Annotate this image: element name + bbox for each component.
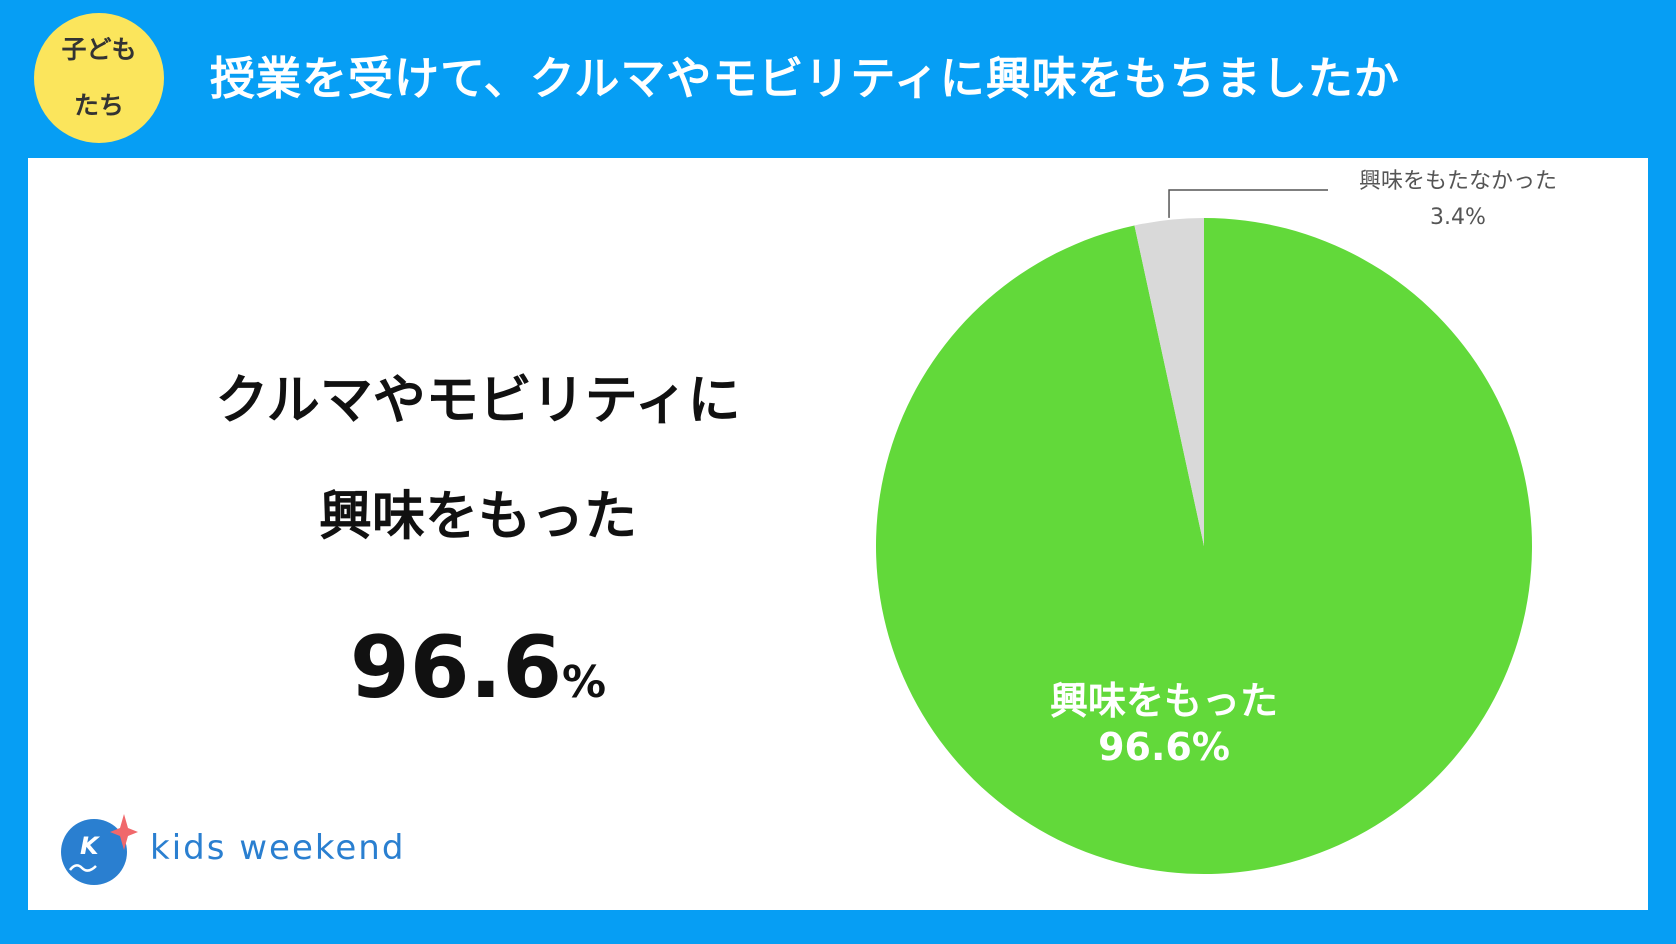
slice-label-2: 興味をもたなかった	[1359, 169, 1557, 194]
pie-slice-1	[876, 218, 1532, 875]
slice-label-1: 興味をもった	[1050, 679, 1278, 723]
highlight-line-1: クルマやモビリティに	[215, 370, 741, 431]
highlight-value-unit: %	[562, 657, 607, 708]
content-panel: クルマやモビリティに 興味をもった 96.6% 興味をもった 96.6% 興味をもた…	[28, 158, 1648, 910]
brand-logo: K kids weekend	[58, 808, 405, 888]
highlight-value: 96.6%	[138, 618, 818, 718]
kids-weekend-logo-icon: K	[61, 814, 138, 885]
highlight-value-number: 96.6	[349, 618, 563, 718]
badge-line-2: たち	[73, 91, 124, 120]
badge-line-1: 子ども	[61, 35, 137, 64]
page-title: 授業を受けて、クルマやモビリティに興味をもちましたか	[210, 52, 1400, 105]
slice-value-label-1: 96.6%	[1098, 725, 1230, 769]
category-badge: 子ども たち	[34, 13, 164, 143]
slice-leader-line-2	[1168, 189, 1328, 218]
brand-name: kids weekend	[150, 828, 406, 868]
logo-letter: K	[80, 832, 101, 860]
highlight-line-2: 興味をもった	[319, 486, 637, 547]
slice-value-label-2: 3.4%	[1430, 205, 1486, 230]
pie-slice-2	[1134, 218, 1204, 546]
